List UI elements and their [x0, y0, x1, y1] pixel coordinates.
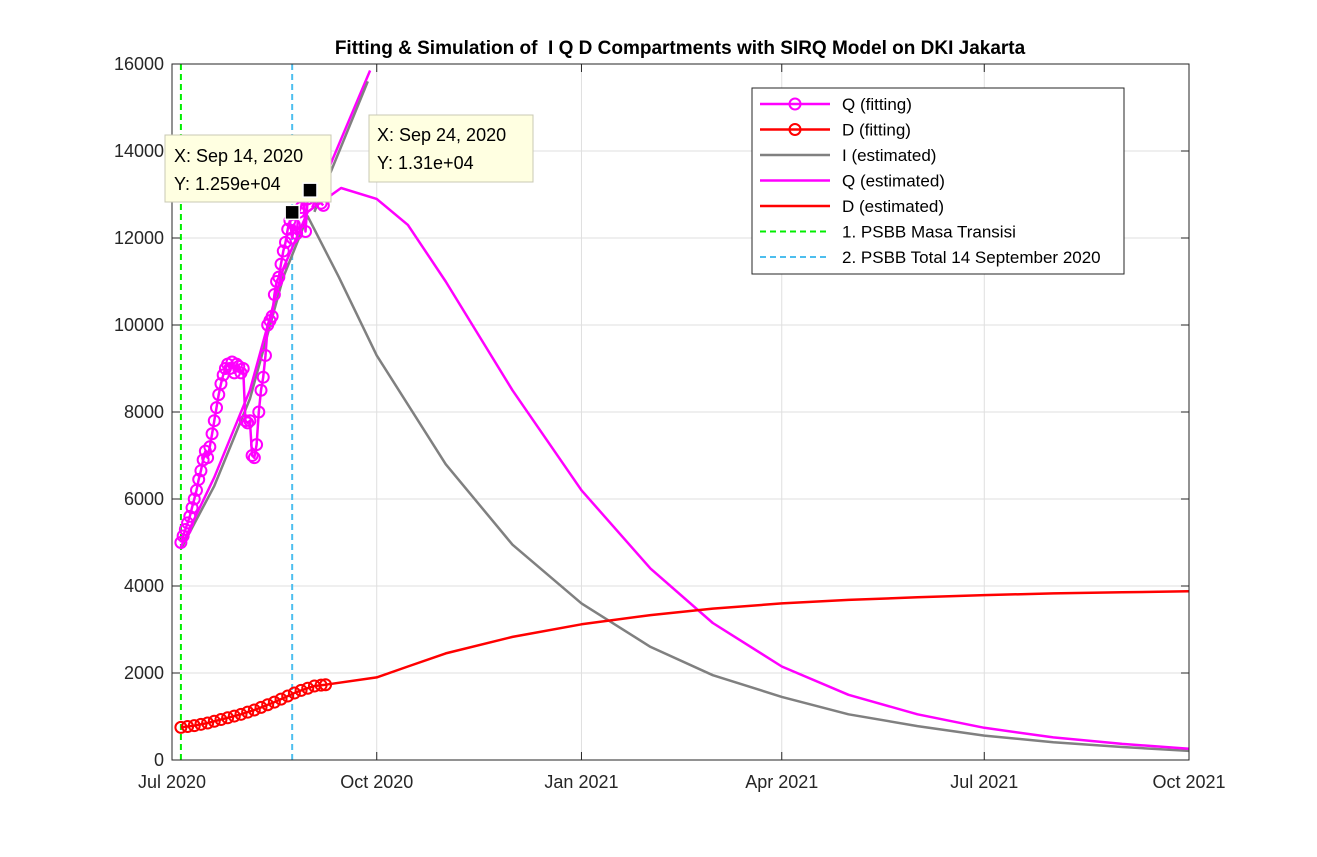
- legend-label: Q (estimated): [842, 172, 945, 191]
- data-point: [205, 427, 219, 441]
- x-tick-label: Oct 2020: [340, 772, 413, 792]
- data-point: [201, 716, 215, 730]
- legend-label: D (fitting): [842, 121, 911, 140]
- plot-area: Jul 2020 Oct 2020 Jan 2021 Apr 2021 Jul 2021…: [114, 54, 1226, 792]
- data-point: [252, 405, 266, 419]
- legend-marker: [788, 123, 802, 136]
- data-point: [210, 401, 224, 415]
- data-point: [272, 270, 286, 284]
- datatip-y-text: Y: 1.31e+04: [377, 153, 474, 173]
- datatip-box: [368, 114, 534, 183]
- data-point: [281, 689, 295, 703]
- legend-label: I (estimated): [842, 146, 936, 165]
- x-tick-label: Jul 2020: [138, 772, 206, 792]
- x-tick-label: Oct 2021: [1152, 772, 1225, 792]
- data-point: [214, 377, 228, 391]
- data-point: [278, 235, 292, 249]
- data-point: [181, 516, 195, 530]
- data-point: [203, 440, 217, 454]
- data-point: [194, 717, 208, 731]
- data-point: [178, 522, 192, 536]
- legend-label: 1. PSBB Masa Transisi: [842, 223, 1016, 242]
- data-point: [174, 720, 188, 734]
- data-point: [250, 438, 264, 452]
- data-point: [276, 244, 290, 258]
- series-line: [179, 186, 1190, 750]
- data-point: [187, 719, 201, 733]
- data-point: [267, 288, 281, 302]
- data-point: [234, 707, 248, 721]
- data-point: [247, 703, 261, 717]
- x-tick-label: Jan 2021: [544, 772, 618, 792]
- data-point: [314, 678, 328, 692]
- data-point: [290, 227, 304, 241]
- data-point: [265, 309, 279, 323]
- series-line: [179, 215, 1190, 753]
- legend-label: Q (fitting): [842, 95, 912, 114]
- datatip-marker: [302, 182, 318, 198]
- data-point: [254, 383, 268, 397]
- data-point: [181, 720, 195, 734]
- data-point: [227, 709, 241, 723]
- data-point: [207, 414, 221, 428]
- data-point: [319, 678, 333, 692]
- data-point: [183, 509, 197, 523]
- y-tick-label: 14000: [114, 141, 164, 161]
- data-point: [294, 683, 308, 697]
- datatip-marker: [284, 204, 300, 221]
- data-point: [245, 449, 259, 462]
- data-point: [221, 711, 235, 725]
- data-point: [267, 695, 281, 709]
- data-point: [256, 370, 270, 384]
- data-point: [258, 348, 272, 362]
- data-point: [236, 362, 250, 375]
- data-point: [174, 536, 188, 549]
- data-point: [287, 686, 301, 700]
- data-point: [241, 416, 255, 430]
- data-point: [299, 224, 313, 238]
- x-tick-label: Apr 2021: [745, 772, 818, 792]
- y-tick-label: 6000: [124, 489, 164, 509]
- datatip-x-text: X: Sep 14, 2020: [174, 146, 303, 166]
- data-point: [214, 713, 228, 727]
- x-tick-label: Jul 2021: [950, 772, 1018, 792]
- data-point: [274, 692, 288, 706]
- data-point: [176, 529, 190, 543]
- data-point: [243, 414, 257, 428]
- data-point: [247, 451, 261, 465]
- data-point: [301, 681, 315, 695]
- legend-marker: [788, 97, 802, 111]
- data-point: [241, 705, 255, 719]
- data-point: [274, 257, 288, 271]
- data-point: [187, 492, 201, 506]
- data-point: [185, 501, 199, 515]
- y-tick-label: 16000: [114, 54, 164, 74]
- y-tick-label: 4000: [124, 576, 164, 596]
- data-point: [207, 714, 221, 728]
- data-point: [192, 472, 206, 486]
- y-tick-label: 12000: [114, 228, 164, 248]
- y-tick-label: 8000: [124, 402, 164, 422]
- y-tick-label: 2000: [124, 663, 164, 683]
- series-line: [325, 589, 1190, 686]
- data-point: [261, 698, 275, 712]
- datatip-y-text: Y: 1.259e+04: [174, 174, 281, 194]
- data-point: [254, 700, 268, 714]
- datatip-x-text: X: Sep 24, 2020: [377, 125, 506, 145]
- chart-title: Fitting & Simulation of I Q D Compartmen…: [335, 38, 1026, 59]
- y-tick-label: 10000: [114, 315, 164, 335]
- y-tick-label: 0: [154, 750, 164, 770]
- legend-label: 2. PSBB Total 14 September 2020: [842, 248, 1101, 267]
- data-point: [238, 414, 252, 428]
- legend-label: D (estimated): [842, 197, 944, 216]
